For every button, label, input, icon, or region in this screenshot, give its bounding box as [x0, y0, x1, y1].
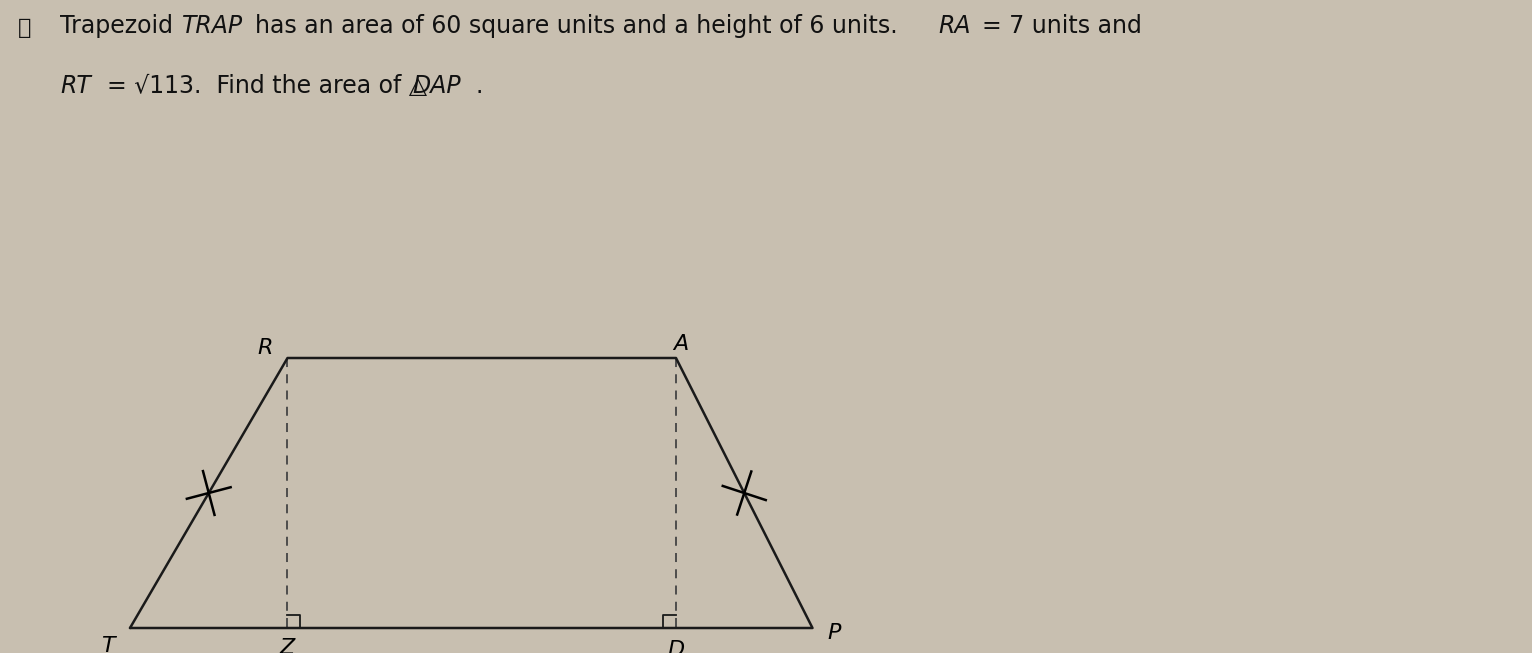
Text: ⓙ: ⓙ [18, 18, 31, 38]
Text: R: R [257, 338, 273, 358]
Text: T: T [101, 636, 115, 653]
Text: P: P [827, 623, 841, 643]
Text: A: A [674, 334, 688, 354]
Text: Z: Z [280, 638, 296, 653]
Text: TRAP: TRAP [182, 14, 244, 38]
Text: RA: RA [938, 14, 970, 38]
Text: .: . [476, 74, 484, 98]
Text: Trapezoid: Trapezoid [60, 14, 173, 38]
Text: has an area of 60 square units and a height of 6 units.: has an area of 60 square units and a hei… [254, 14, 898, 38]
Text: DAP: DAP [412, 74, 461, 98]
Text: = 7 units and: = 7 units and [982, 14, 1141, 38]
Text: RT: RT [60, 74, 90, 98]
Text: D: D [668, 640, 685, 653]
Text: = √113.  Find the area of △: = √113. Find the area of △ [107, 74, 427, 98]
